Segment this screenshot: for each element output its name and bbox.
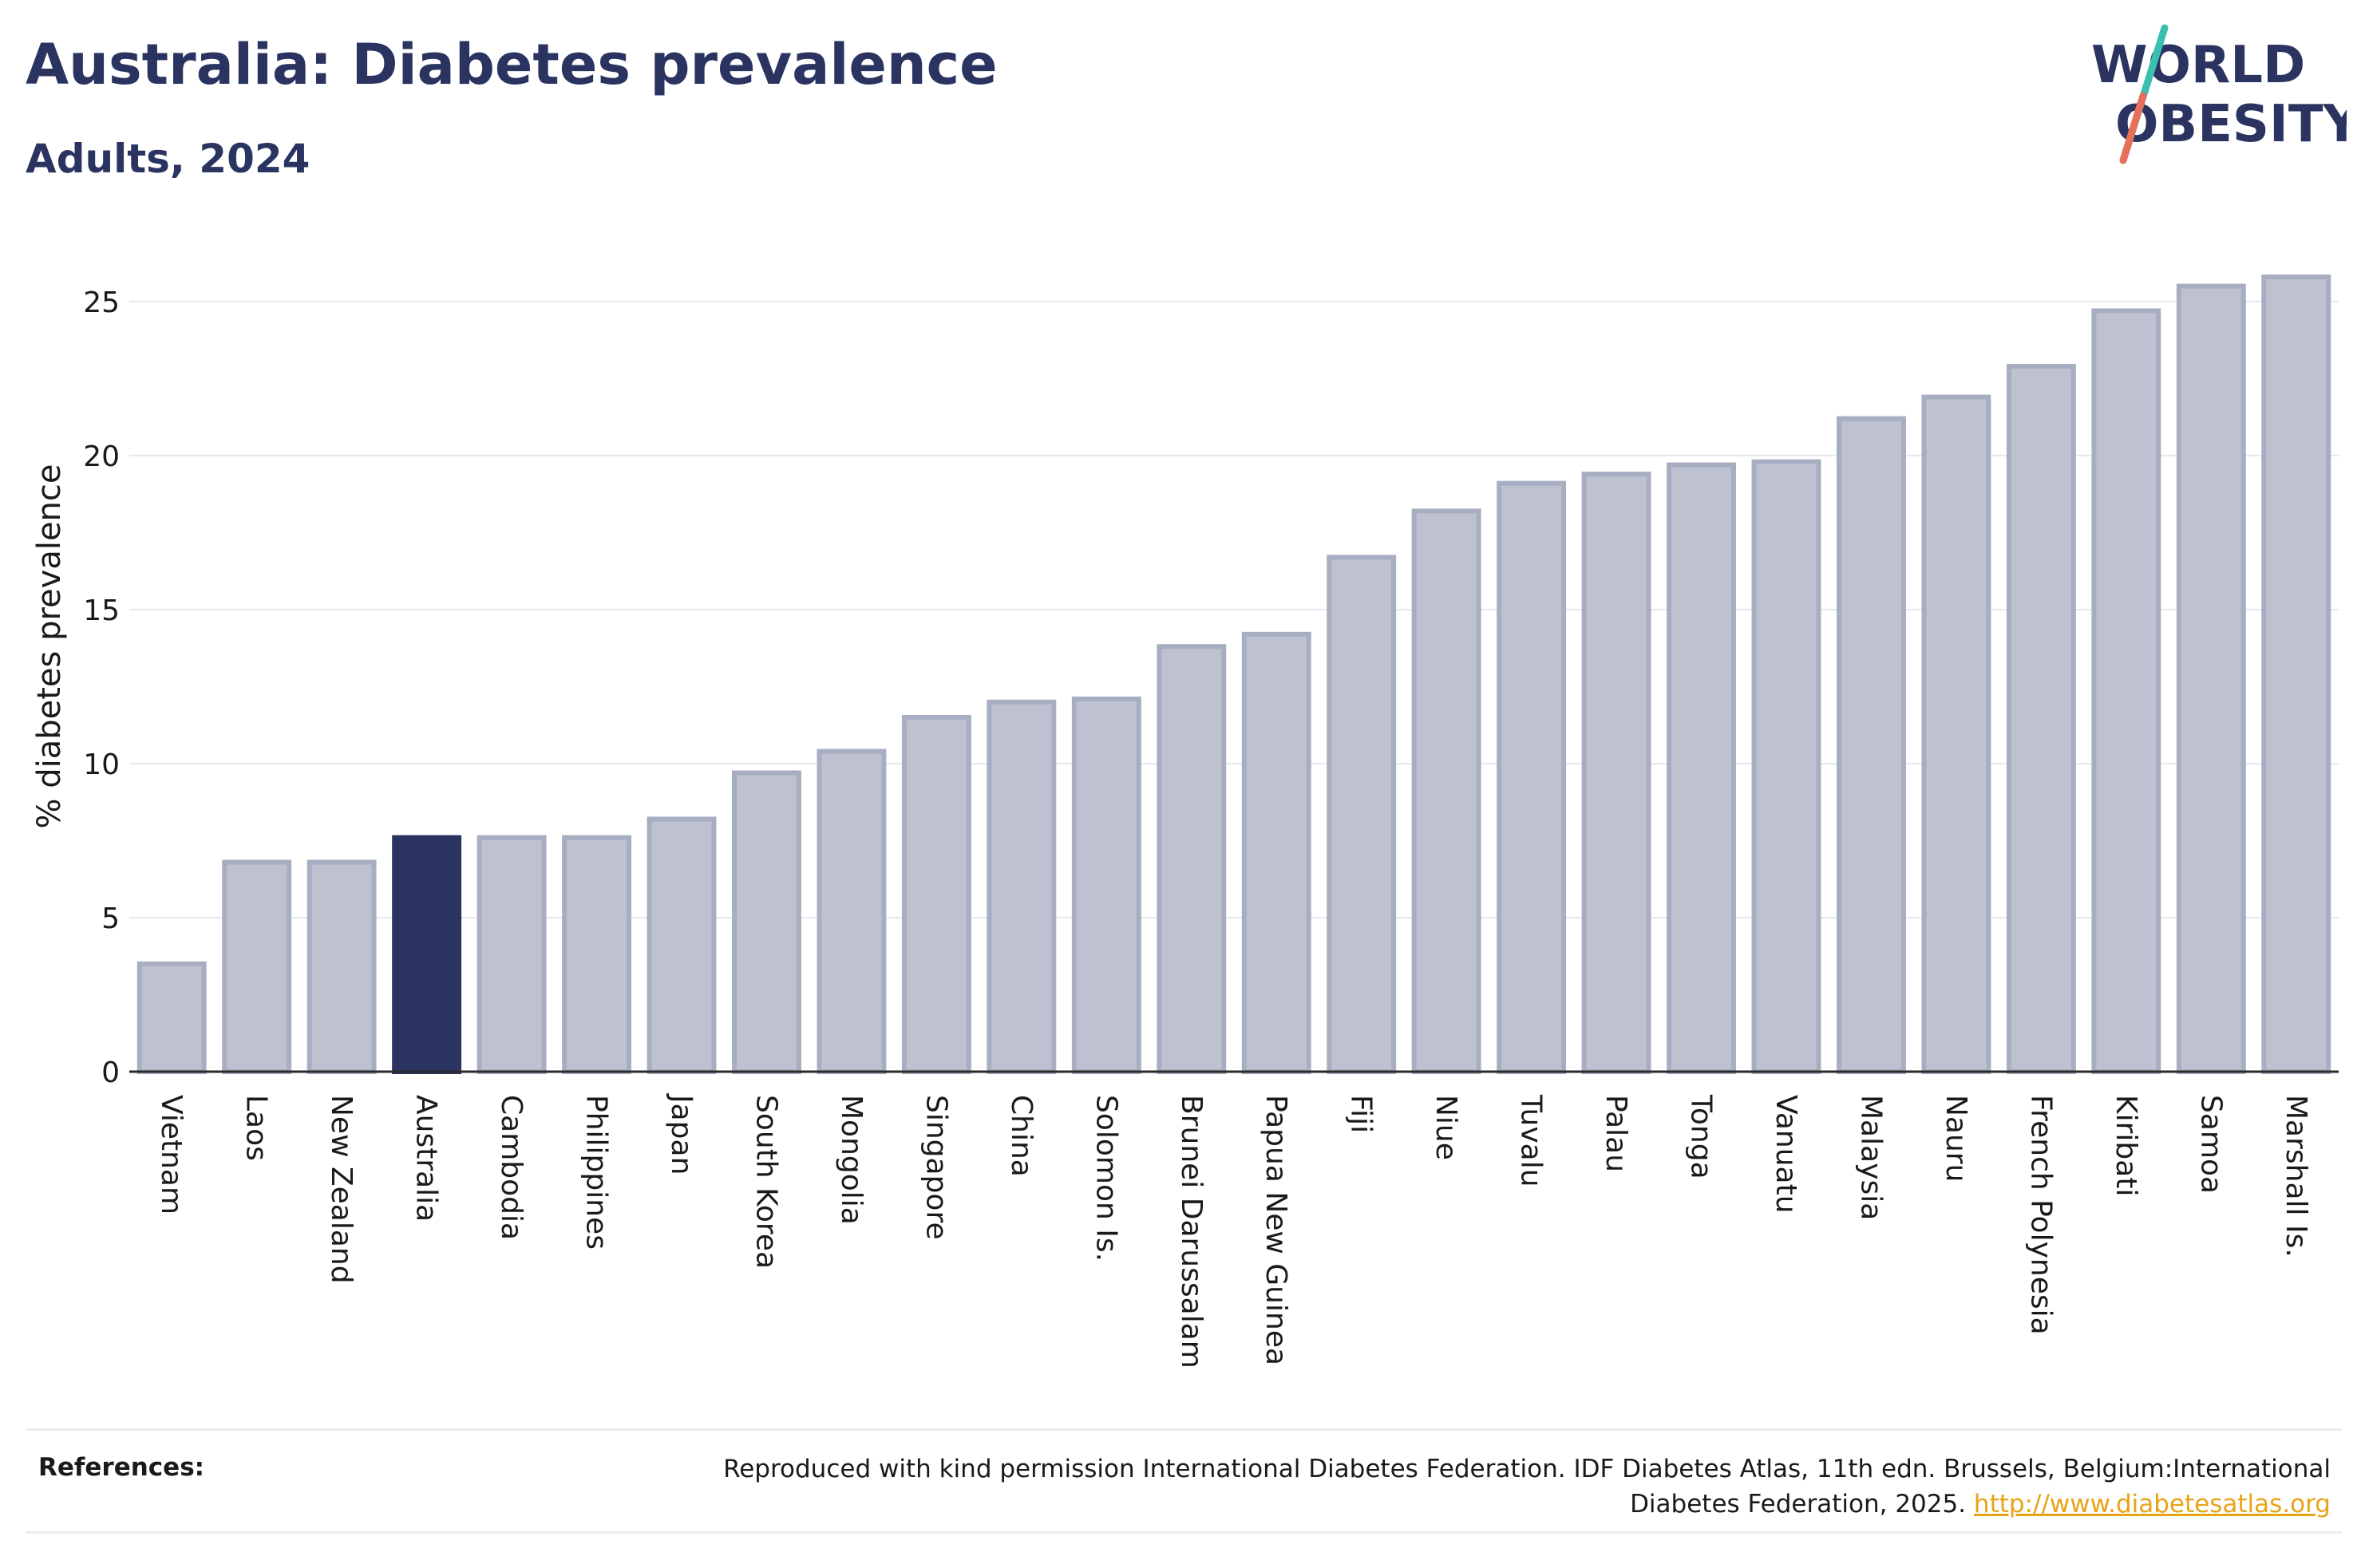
bar-singapore [901,715,971,1074]
bar-japan [647,816,717,1075]
x-tick-label: Vietnam [155,1095,188,1215]
x-tick-label: Philippines [580,1095,613,1250]
x-tick-label: Australia [410,1095,443,1222]
bars [136,274,2331,1075]
x-tick-label: Tuvalu [1515,1094,1548,1187]
y-tick-label: 20 [83,440,120,473]
references-citation: Reproduced with kind permission Internat… [723,1455,2331,1519]
bar-palau [1581,472,1651,1074]
bar-solomon-is [1071,696,1141,1074]
bar-cambodia [477,835,547,1074]
chart-subtitle: Adults, 2024 [26,136,310,182]
x-tick-label: Solomon Is. [1090,1095,1122,1262]
x-tick-label: Samoa [2194,1095,2227,1194]
references-panel: References: Reproduced with kind permiss… [26,1428,2342,1534]
x-tick-label: Cambodia [495,1095,528,1240]
logo-text-world: WORLD [2091,36,2305,95]
bar-nauru [1921,394,1991,1075]
bar-niue [1411,508,1481,1074]
bar-china [987,699,1057,1074]
logo-text-obesity: OBESITY [2115,95,2347,154]
x-tick-label: New Zealand [325,1095,358,1284]
x-tick-label: Japan [665,1093,698,1175]
y-tick-label: 5 [101,902,120,935]
references-text-block: Reproduced with kind permission Internat… [694,1451,2331,1522]
y-tick-label: 10 [83,748,120,781]
bar-papua-new-guinea [1241,631,1311,1074]
bar-kiribati [2091,308,2161,1074]
bar-south-korea [732,770,801,1074]
x-tick-label: Brunei Darussalam [1175,1095,1208,1369]
x-tick-label: Papua New Guinea [1260,1095,1292,1365]
bar-vietnam [136,961,207,1075]
bar-mongolia [817,748,887,1074]
y-tick-label: 15 [83,594,120,627]
x-tick-label: Nauru [1940,1095,1972,1182]
bar-samoa [2176,283,2246,1074]
x-tick-label: Fiji [1345,1095,1378,1133]
y-axis-title: % diabetes prevalence [31,464,68,828]
x-tick-label: Kiribati [2110,1095,2142,1196]
x-tick-label: Mongolia [835,1095,868,1225]
x-tick-label: China [1005,1095,1038,1177]
x-axis: Vietnam Laos New Zealand Australia Cambodia P… [129,1070,2339,1369]
x-tick-label: French Polynesia [2024,1095,2057,1335]
y-tick-label: 0 [101,1057,120,1089]
bar-tonga [1667,462,1736,1074]
chart-title: Australia: Diabetes prevalence [26,32,998,97]
bar-french-polynesia [2006,363,2076,1074]
x-tick-label: Singapore [919,1095,952,1240]
bar-australia [392,835,462,1074]
y-axis: 0 5 10 15 20 25 [83,286,120,1089]
references-link[interactable]: http://www.diabetesatlas.org [1973,1490,2331,1519]
x-tick-label: Malaysia [1854,1095,1887,1220]
slash-logo-mark-lower [2119,92,2147,164]
x-tick-label: Niue [1430,1095,1462,1160]
x-tick-label: Laos [240,1095,273,1161]
x-tick-label: South Korea [749,1095,782,1269]
bar-brunei-darussalam [1157,644,1227,1074]
bar-fiji [1327,555,1397,1074]
bar-marshall-is [2261,274,2331,1074]
references-label: References: [38,1453,205,1482]
x-tick-label: Vanuatu [1770,1095,1802,1214]
x-tick-label: Palau [1600,1095,1632,1172]
bar-philippines [562,835,631,1074]
world-obesity-logo: WORLD OBESITY [2091,24,2347,164]
bar-laos [222,859,292,1075]
bar-malaysia [1837,416,1906,1074]
x-tick-label: Tonga [1685,1094,1718,1179]
y-tick-label: 25 [83,286,120,319]
bar-vanuatu [1751,459,1821,1074]
bar-new-zealand [306,859,377,1075]
bar-tuvalu [1497,480,1567,1074]
x-tick-label: Marshall Is. [2280,1095,2312,1258]
